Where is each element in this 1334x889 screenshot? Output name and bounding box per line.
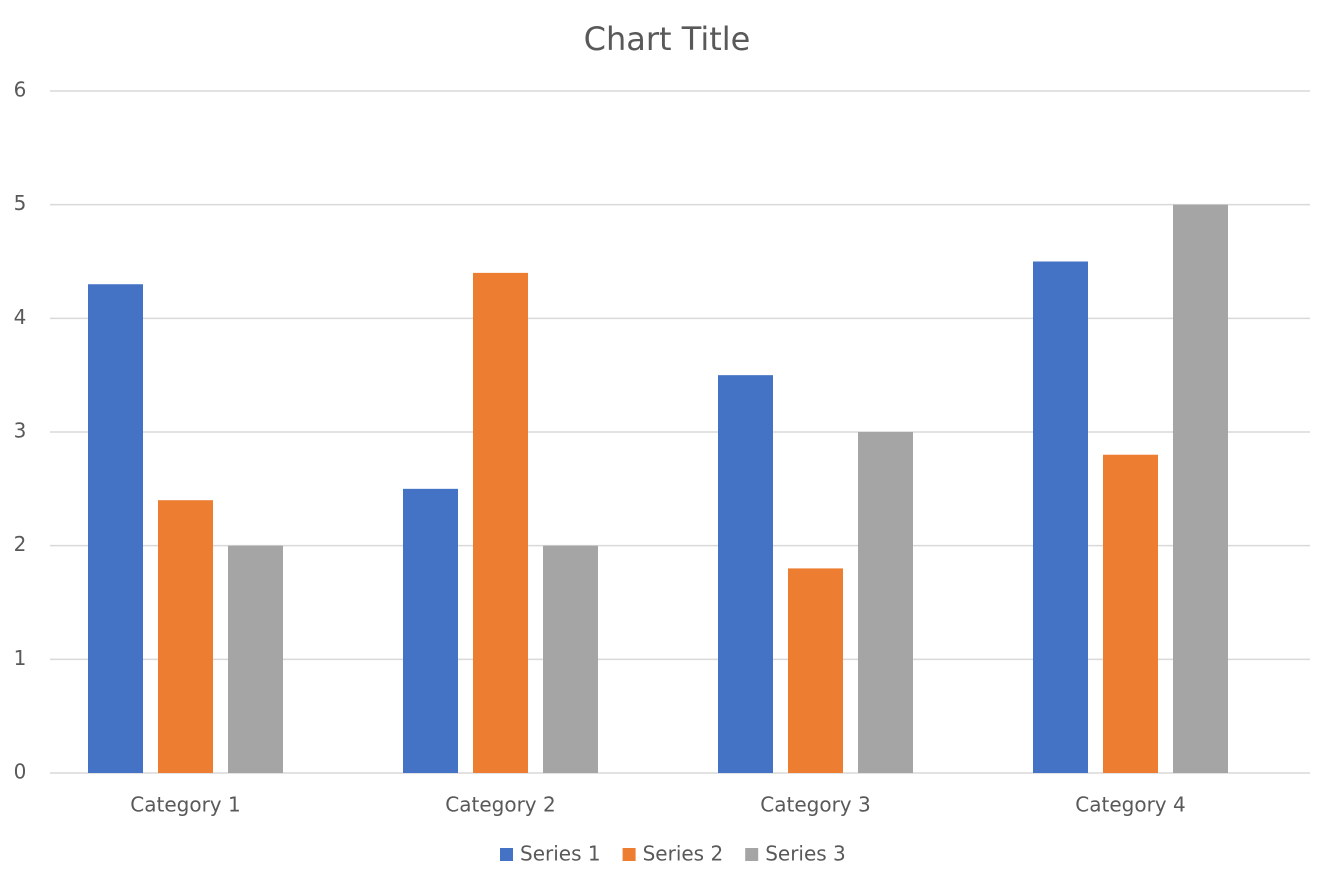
legend-label: Series 3 [765,842,846,866]
y-tick-label: 5 [14,191,27,215]
bar [1103,454,1158,773]
bar [88,284,143,773]
x-tick-label: Category 1 [130,793,240,817]
legend-swatch [622,848,636,861]
y-tick-label: 3 [14,419,27,443]
bar [403,488,458,773]
bar [788,568,843,773]
y-tick-label: 1 [14,646,27,670]
legend-swatch [500,848,513,861]
y-tick-label: 6 [14,78,27,102]
x-tick-label: Category 3 [760,793,870,817]
bar [1173,204,1228,773]
chart-title: Chart Title [584,20,751,58]
bar [158,500,213,773]
y-tick-label: 4 [14,305,27,329]
x-tick-label: Category 4 [1075,793,1185,817]
bar [718,375,773,773]
bar [543,545,598,773]
bar [228,545,283,773]
legend-label: Series 2 [643,842,724,866]
legend-label: Series 1 [520,842,601,866]
x-tick-label: Category 2 [445,793,555,817]
bar [473,272,528,773]
bar [858,432,913,773]
legend-swatch [745,848,759,861]
bar [1033,261,1088,773]
y-tick-label: 2 [14,532,27,556]
y-tick-label: 0 [14,760,27,784]
